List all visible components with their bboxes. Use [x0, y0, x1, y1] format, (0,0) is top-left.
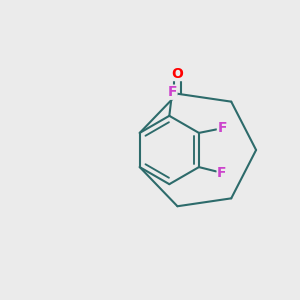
Text: O: O — [172, 67, 183, 80]
Text: F: F — [218, 121, 227, 135]
Text: F: F — [167, 85, 177, 99]
Text: F: F — [217, 166, 227, 180]
